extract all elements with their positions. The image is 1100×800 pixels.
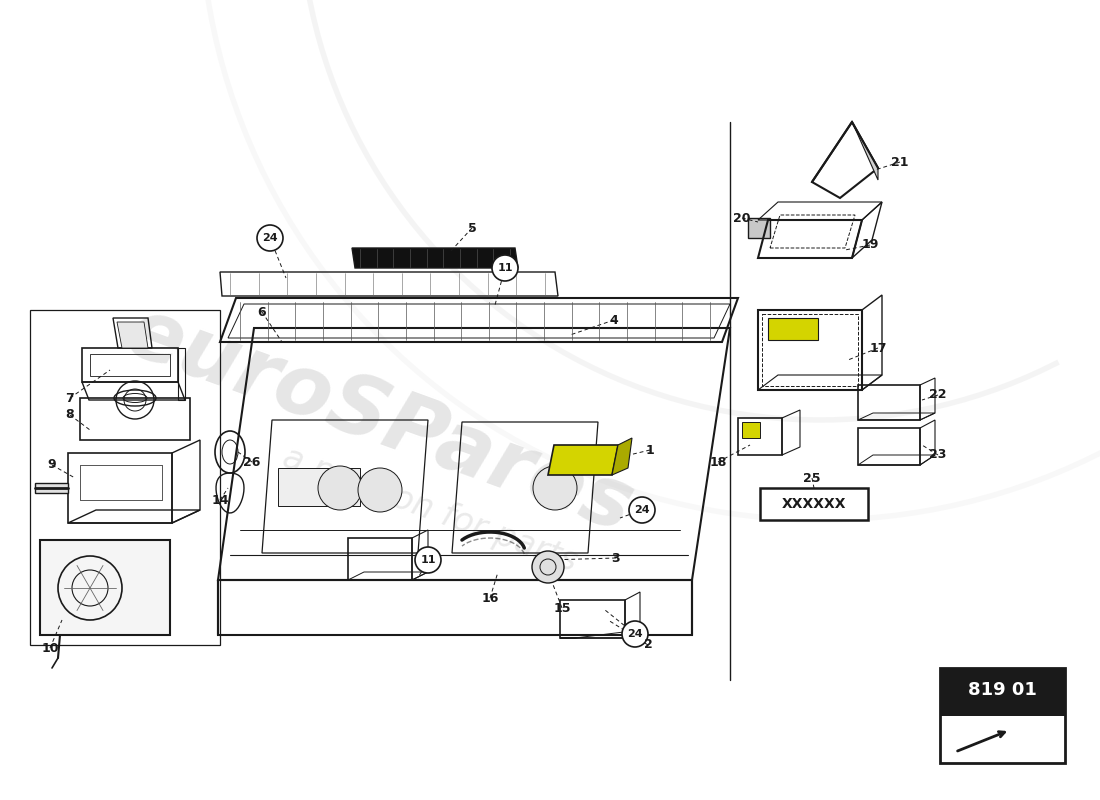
Polygon shape <box>352 248 518 268</box>
Polygon shape <box>742 422 760 438</box>
Polygon shape <box>548 445 618 475</box>
Text: XXXXXX: XXXXXX <box>782 497 846 511</box>
Text: 16: 16 <box>482 591 498 605</box>
Polygon shape <box>117 322 148 348</box>
Circle shape <box>415 547 441 573</box>
Bar <box>30 310 220 645</box>
Circle shape <box>318 466 362 510</box>
Circle shape <box>532 551 564 583</box>
Text: 4: 4 <box>609 314 618 326</box>
Text: 20: 20 <box>734 211 750 225</box>
Bar <box>80 398 190 440</box>
Text: 3: 3 <box>612 551 620 565</box>
Text: 18: 18 <box>710 455 727 469</box>
Text: 17: 17 <box>869 342 887 354</box>
Text: 15: 15 <box>553 602 571 614</box>
Polygon shape <box>612 438 632 475</box>
Text: 819 01: 819 01 <box>968 681 1036 699</box>
Text: 23: 23 <box>930 449 947 462</box>
Circle shape <box>621 621 648 647</box>
Polygon shape <box>35 483 68 493</box>
Text: a passion for parts: a passion for parts <box>278 442 582 578</box>
Text: 21: 21 <box>891 155 909 169</box>
Circle shape <box>358 468 402 512</box>
Bar <box>760 488 868 520</box>
Polygon shape <box>852 122 878 180</box>
Text: 2: 2 <box>644 638 652 651</box>
Polygon shape <box>768 318 818 340</box>
Circle shape <box>534 466 578 510</box>
Text: 26: 26 <box>243 455 261 469</box>
Bar <box>940 668 1065 763</box>
Text: 10: 10 <box>42 642 58 654</box>
Text: 22: 22 <box>930 389 947 402</box>
Text: 1: 1 <box>646 443 654 457</box>
Text: 5: 5 <box>468 222 476 234</box>
Text: 9: 9 <box>47 458 56 471</box>
Bar <box>748 218 770 238</box>
Text: 24: 24 <box>627 629 642 639</box>
Circle shape <box>629 497 654 523</box>
Text: 6: 6 <box>257 306 266 318</box>
Text: 8: 8 <box>66 409 75 422</box>
Text: 11: 11 <box>420 555 436 565</box>
Text: 7: 7 <box>66 391 75 405</box>
Circle shape <box>492 255 518 281</box>
Text: 24: 24 <box>635 505 650 515</box>
Text: 11: 11 <box>497 263 513 273</box>
Circle shape <box>257 225 283 251</box>
Bar <box>278 468 360 506</box>
Text: 24: 24 <box>262 233 278 243</box>
Text: euroSPares: euroSPares <box>116 290 645 550</box>
Text: 14: 14 <box>211 494 229 506</box>
Text: 19: 19 <box>861 238 879 251</box>
Bar <box>940 668 1065 716</box>
Bar <box>40 540 170 635</box>
Text: 25: 25 <box>803 471 821 485</box>
